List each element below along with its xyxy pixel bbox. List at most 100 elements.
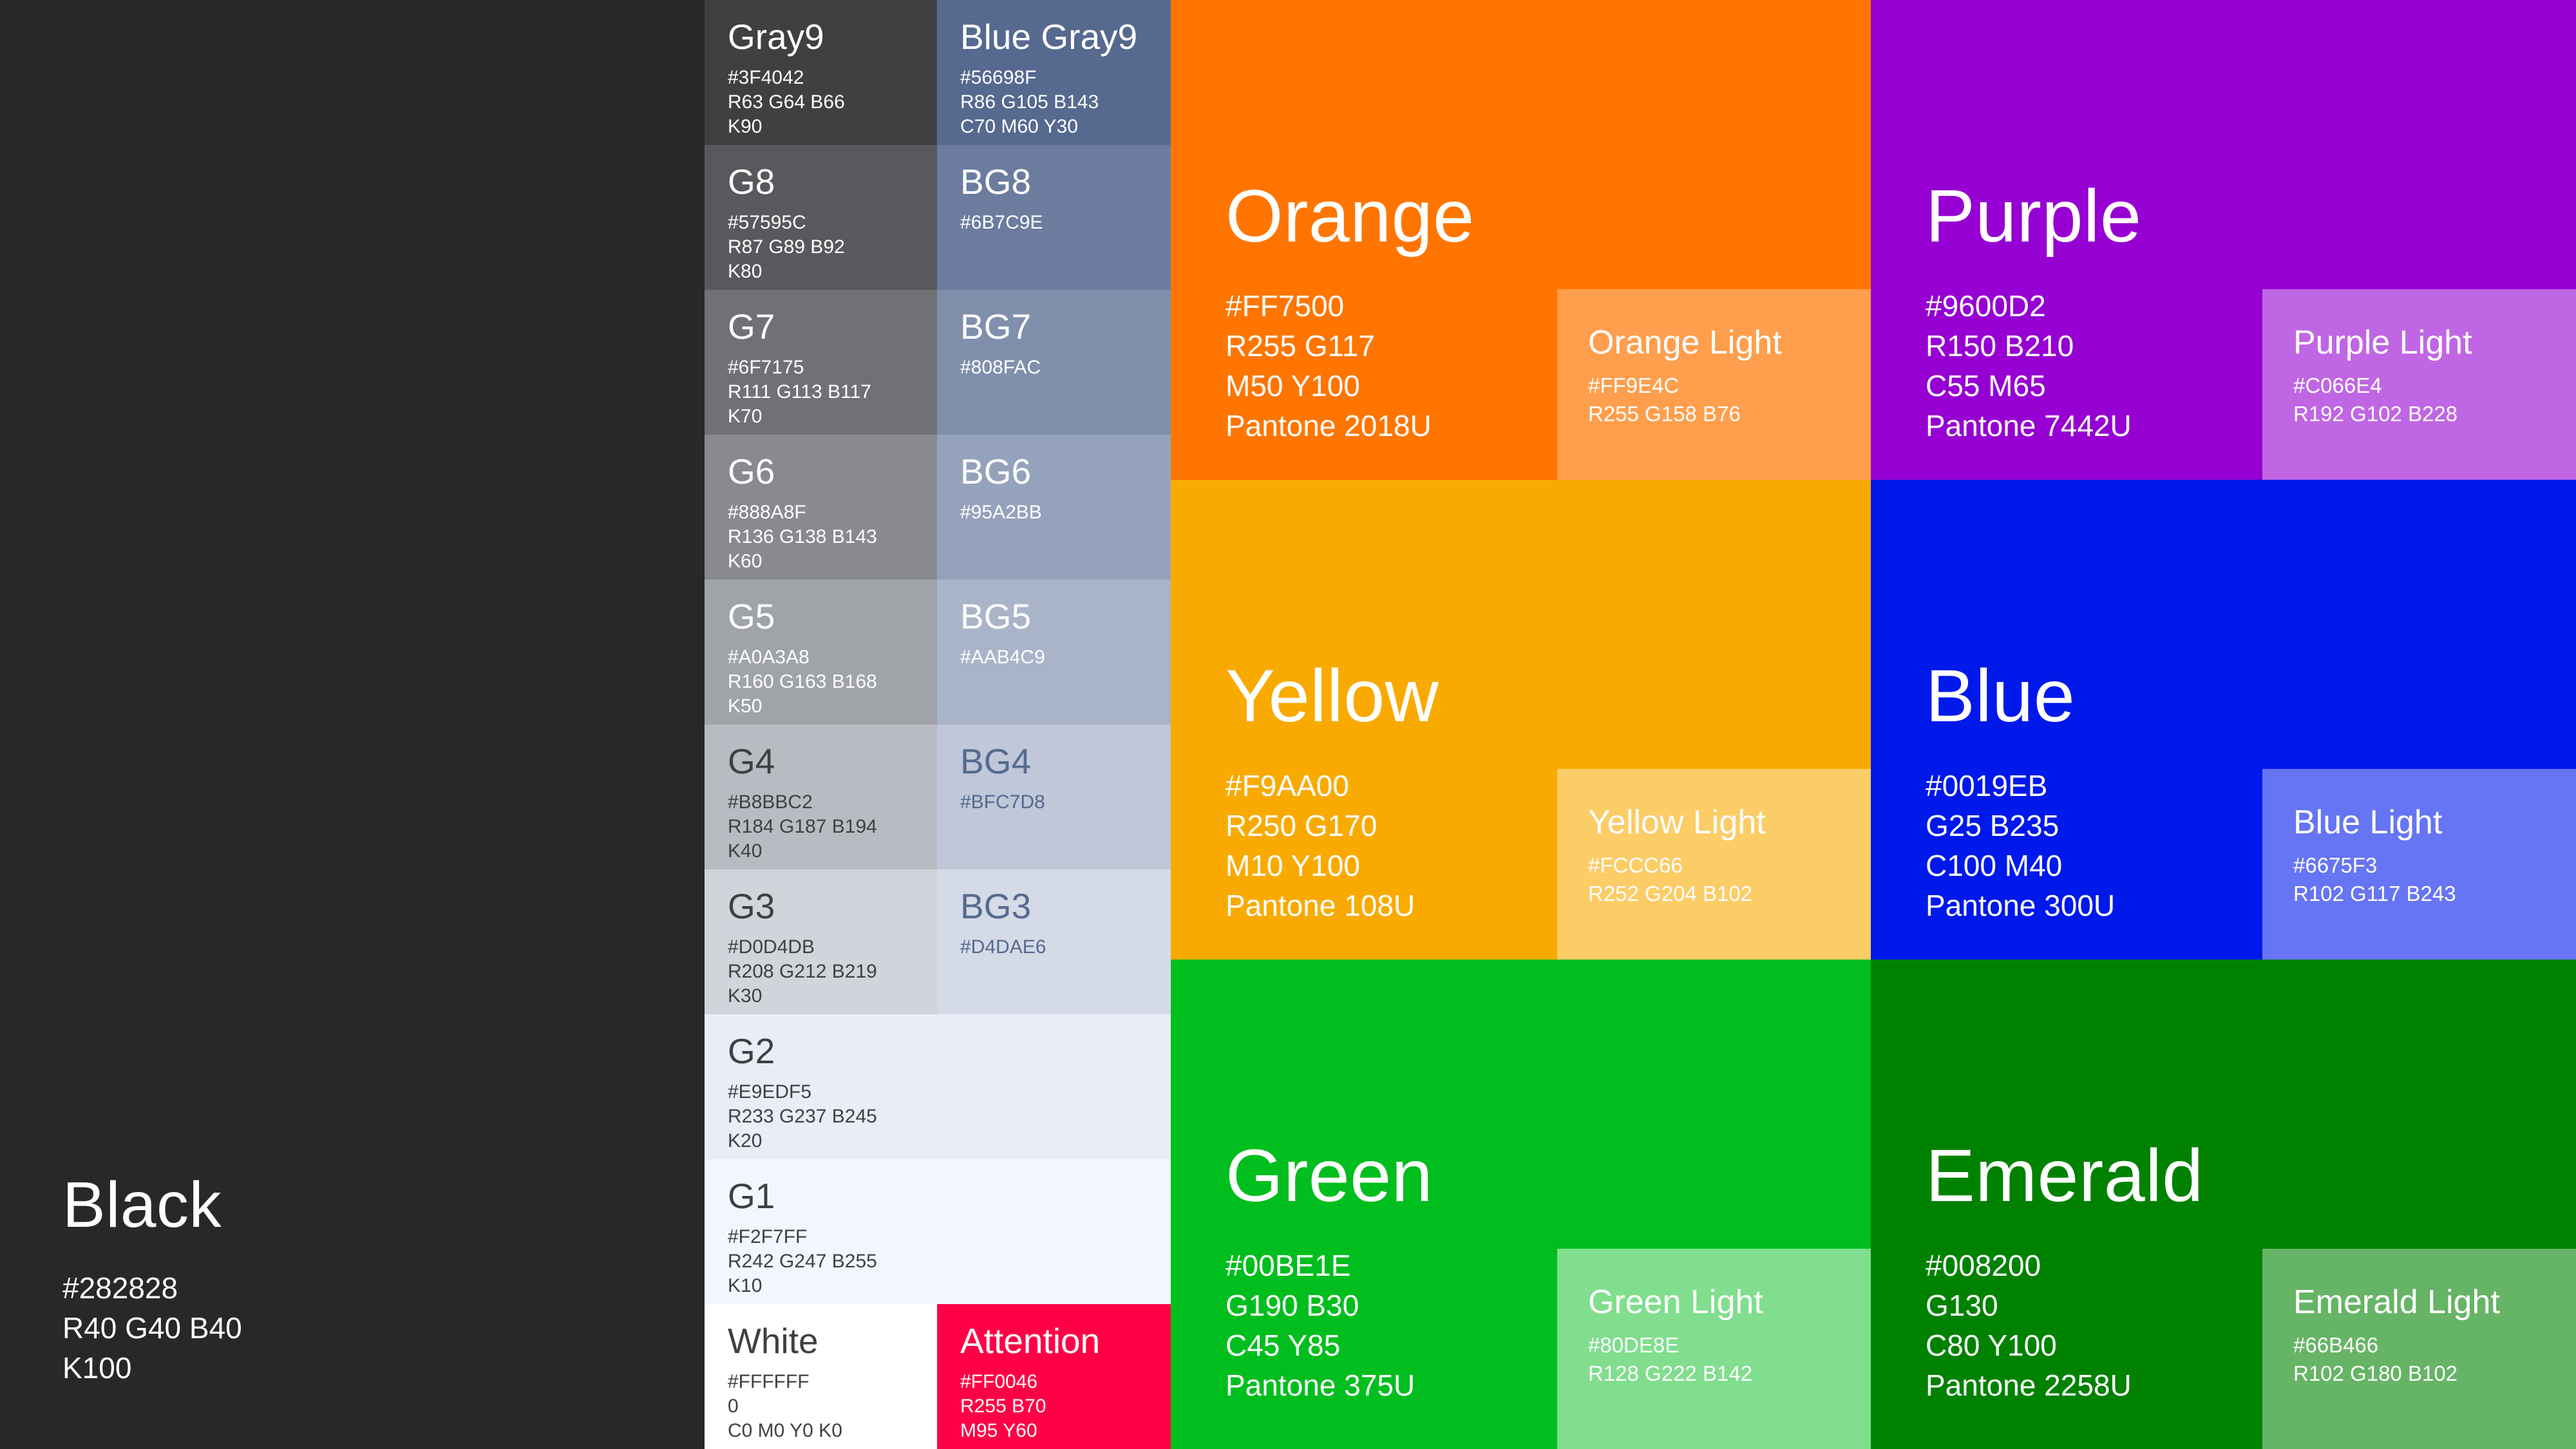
swatch-rgb: R128 G222 B142: [1588, 1359, 1871, 1388]
swatch-g1: G1 #F2F7FF R242 G247 B255 K10: [705, 1159, 1171, 1304]
swatch-cmyk: K20: [728, 1129, 1164, 1153]
black-swatch-info: Black #282828 R40 G40 B40 K100: [62, 1169, 242, 1388]
swatch-hex: #FCCC66: [1588, 851, 1871, 880]
swatch-name: Green Light: [1588, 1282, 1871, 1322]
swatch-cmyk: K40: [728, 839, 931, 864]
swatch-name: Yellow: [1226, 655, 1871, 737]
swatch-name: Black: [62, 1169, 242, 1241]
swatch-name: Blue Light: [2293, 802, 2576, 842]
swatch-g2: G2 #E9EDF5 R233 G237 B245 K20: [705, 1014, 1171, 1159]
swatch-name: Orange: [1226, 175, 1871, 258]
swatch-name: G2: [728, 1030, 1164, 1072]
swatch-name: Blue Gray9: [960, 15, 1164, 58]
swatch-g8: G8 #57595C R87 G89 B92 K80: [705, 145, 937, 290]
swatch-hex: #888A8F: [728, 500, 931, 525]
swatch-bg4: BG4 #BFC7D8: [937, 724, 1171, 869]
swatch-name: BG5: [960, 595, 1164, 638]
swatch-name: G4: [728, 740, 931, 782]
swatch-hex: #B8BBC2: [728, 790, 931, 815]
swatch-rgb: R87 G89 B92: [728, 235, 931, 260]
swatch-rgb: R242 G247 B255: [728, 1249, 1164, 1274]
swatch-bg5: BG5 #AAB4C9: [937, 580, 1171, 724]
swatch-rgb: R252 G204 B102: [1588, 880, 1871, 908]
swatch-hex: #D4DAE6: [960, 935, 1164, 960]
swatch-rgb: R160 G163 B168: [728, 670, 931, 694]
swatch-name: G1: [728, 1175, 1164, 1217]
swatch-cmyk: K70: [728, 404, 931, 429]
swatch-bg8: BG8 #6B7C9E: [937, 145, 1171, 290]
swatch-rgb: R102 G117 B243: [2293, 880, 2576, 908]
swatch-hex: #80DE8E: [1588, 1331, 1871, 1359]
swatch-hex: #E9EDF5: [728, 1080, 1164, 1104]
main-color-grid: Orange #FF7500 R255 G117 M50 Y100 Panton…: [1171, 0, 2576, 1449]
swatch-name: Purple: [1926, 175, 2576, 258]
swatch-white: White #FFFFFF 0 C0 M0 Y0 K0: [705, 1304, 937, 1449]
swatch-rgb: R102 G180 B102: [2293, 1359, 2576, 1388]
swatch-name: G5: [728, 595, 931, 638]
swatch-g5: G5 #A0A3A8 R160 G163 B168 K50: [705, 580, 937, 724]
swatch-cmyk: K100: [62, 1348, 242, 1388]
swatch-attention: Attention #FF0046 R255 B70 M95 Y60: [937, 1304, 1171, 1449]
swatch-hex: #BFC7D8: [960, 790, 1164, 815]
swatch-g6: G6 #888A8F R136 G138 B143 K60: [705, 435, 937, 580]
color-block-green-light: Green Light #80DE8E R128 G222 B142: [1557, 1249, 1871, 1449]
swatch-hex: #56698F: [960, 66, 1164, 90]
swatch-rgb: R208 G212 B219: [728, 960, 931, 984]
swatch-name: BG6: [960, 450, 1164, 493]
swatch-cmyk: K30: [728, 984, 931, 1009]
swatch-name: Green: [1226, 1135, 1871, 1217]
swatch-name: Blue: [1926, 655, 2576, 737]
swatch-rgb: R255 B70: [960, 1394, 1164, 1419]
swatch-name: BG3: [960, 885, 1164, 927]
swatch-hex: #AAB4C9: [960, 645, 1164, 670]
swatch-cmyk: K10: [728, 1274, 1164, 1298]
swatch-name: White: [728, 1320, 931, 1362]
swatch-g7: G7 #6F7175 R111 G113 B117 K70: [705, 290, 937, 435]
swatch-rgb: R255 G158 B76: [1588, 400, 1871, 428]
swatch-hex: #6675F3: [2293, 851, 2576, 880]
color-block-blue-light: Blue Light #6675F3 R102 G117 B243: [2262, 769, 2576, 960]
swatch-cmyk: C70 M60 Y30: [960, 115, 1164, 139]
swatch-name: Emerald: [1926, 1135, 2576, 1217]
swatch-rgb: R233 G237 B245: [728, 1104, 1164, 1129]
swatch-rgb: R40 G40 B40: [62, 1308, 242, 1348]
swatch-cmyk: M95 Y60: [960, 1419, 1164, 1443]
swatch-hex: #F2F7FF: [728, 1225, 1164, 1249]
swatch-name: Orange Light: [1588, 323, 1871, 363]
color-block-yellow-light: Yellow Light #FCCC66 R252 G204 B102: [1557, 769, 1871, 960]
swatch-name: G3: [728, 885, 931, 927]
swatch-g4: G4 #B8BBC2 R184 G187 B194 K40: [705, 724, 937, 869]
swatch-name: Attention: [960, 1320, 1164, 1362]
swatch-hex: #282828: [62, 1268, 242, 1308]
swatch-rgb: R111 G113 B117: [728, 380, 931, 404]
color-swatch-black: Black #282828 R40 G40 B40 K100: [0, 0, 705, 1449]
swatch-name: Yellow Light: [1588, 802, 1871, 842]
swatch-name: G7: [728, 305, 931, 348]
color-block-orange: Orange #FF7500 R255 G117 M50 Y100 Panton…: [1171, 0, 1871, 480]
swatch-rgb: R192 G102 B228: [2293, 400, 2576, 428]
color-block-green: Green #00BE1E G190 B30 C45 Y85 Pantone 3…: [1171, 960, 1871, 1449]
swatch-name: G8: [728, 160, 931, 203]
swatch-hex: #FF9E4C: [1588, 372, 1871, 400]
swatch-g3: G3 #D0D4DB R208 G212 B219 K30: [705, 869, 937, 1014]
swatch-hex: #6B7C9E: [960, 211, 1164, 235]
swatch-gray9: Gray9 #3F4042 R63 G64 B66 K90: [705, 0, 937, 145]
color-palette-poster: Black #282828 R40 G40 B40 K100 Gray9 #3F…: [0, 0, 2576, 1449]
color-block-purple: Purple #9600D2 R150 B210 C55 M65 Pantone…: [1871, 0, 2576, 480]
swatch-cmyk: K80: [728, 260, 931, 284]
swatch-cmyk: K50: [728, 694, 931, 719]
swatch-cmyk: K90: [728, 115, 931, 139]
swatch-hex: #95A2BB: [960, 500, 1164, 525]
swatch-hex: #57595C: [728, 211, 931, 235]
swatch-name: BG7: [960, 305, 1164, 348]
color-block-blue: Blue #0019EB G25 B235 C100 M40 Pantone 3…: [1871, 480, 2576, 960]
swatch-cmyk: C0 M0 Y0 K0: [728, 1419, 931, 1443]
swatch-cmyk: K60: [728, 549, 931, 574]
color-block-purple-light: Purple Light #C066E4 R192 G102 B228: [2262, 289, 2576, 480]
swatch-rgb: 0: [728, 1394, 931, 1419]
swatch-hex: #FFFFFF: [728, 1370, 931, 1394]
color-block-emerald-light: Emerald Light #66B466 R102 G180 B102: [2262, 1249, 2576, 1449]
swatch-name: BG4: [960, 740, 1164, 782]
swatch-bg7: BG7 #808FAC: [937, 290, 1171, 435]
swatch-rgb: R63 G64 B66: [728, 90, 931, 115]
